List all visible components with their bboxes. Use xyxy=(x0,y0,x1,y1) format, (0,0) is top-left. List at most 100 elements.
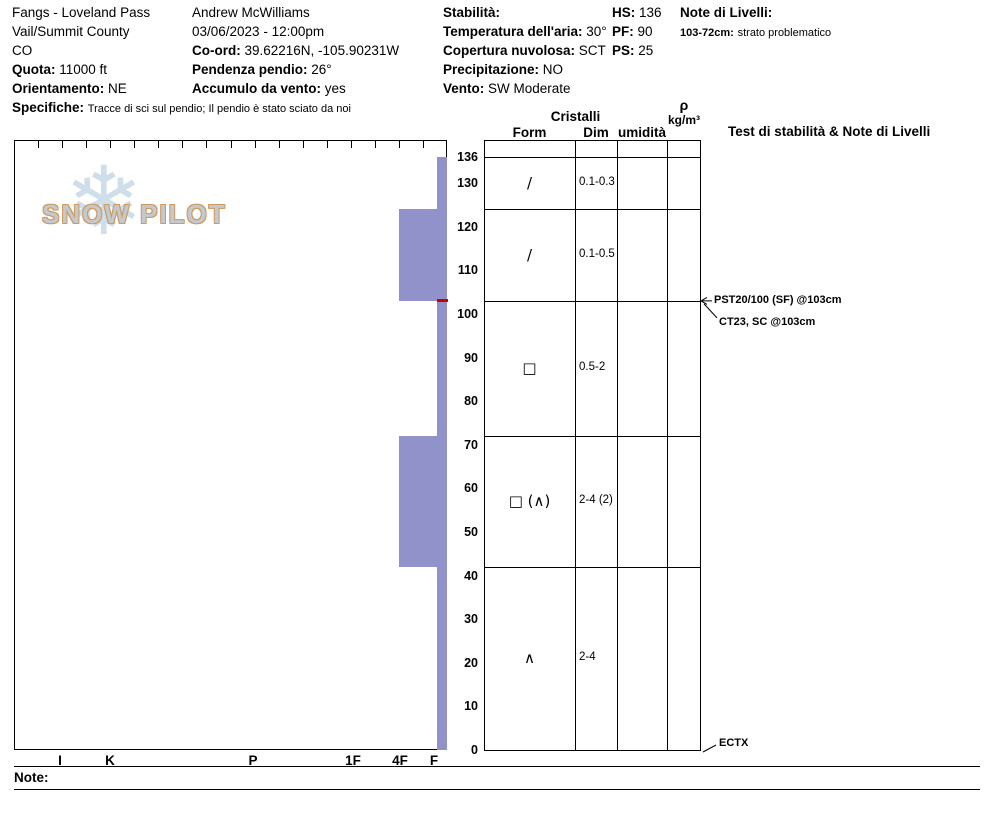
observation-datetime: 03/06/2023 - 12:00pm xyxy=(192,24,325,39)
cloud-cover-value: SCT xyxy=(578,43,606,58)
hardness-tick xyxy=(326,141,328,148)
hardness-tick xyxy=(182,141,184,148)
crystal-dim-value: 2-4 xyxy=(579,651,596,664)
slope-angle-value: 26° xyxy=(311,62,332,77)
snowflake-icon: ❄ xyxy=(64,147,144,257)
crystal-form-symbol: / xyxy=(526,174,533,193)
depth-label: 40 xyxy=(464,568,478,583)
state: CO xyxy=(12,43,33,58)
aspect-value: NE xyxy=(108,81,127,96)
depth-label: 90 xyxy=(464,350,478,365)
coordinates-label: Co-ord: xyxy=(192,43,241,58)
depth-label: 136 xyxy=(457,150,478,164)
table-hline xyxy=(484,209,701,211)
stability-tests-header: Test di stabilità & Note di Livelli xyxy=(728,124,931,139)
ps-value: 25 xyxy=(638,43,654,58)
depth-label: 30 xyxy=(464,612,478,627)
crystal-form-symbol: □ xyxy=(522,359,537,378)
table-vline xyxy=(575,140,576,750)
crystal-form-symbol: ∧ xyxy=(524,649,535,668)
ps-label: PS: xyxy=(612,43,635,58)
profile-plot-frame xyxy=(14,140,447,750)
hs-label: HS: xyxy=(612,5,636,20)
hardness-axis-label: 4F xyxy=(392,753,408,768)
crystal-dim-value: 0.5-2 xyxy=(579,361,606,374)
specifics-row: Specifiche: Tracce di sci sul pendio; Il… xyxy=(12,100,351,119)
table-hline xyxy=(484,300,701,302)
hardness-tick xyxy=(422,141,424,148)
stability-test-note: PST20/100 (SF) @103cm xyxy=(714,293,842,306)
elevation-value: 11000 ft xyxy=(59,62,108,77)
observer-name: Andrew McWilliams xyxy=(192,5,310,20)
hardness-tick xyxy=(254,141,256,148)
snowpilot-logo: ❄ SNOW PILOT xyxy=(40,155,250,270)
layer-note-label: 103-72cm: xyxy=(680,27,734,39)
problem-layer-line xyxy=(437,299,448,303)
stability-label: Stabilità: xyxy=(443,5,501,20)
crystals-header: Cristalli xyxy=(550,109,601,124)
wetness-column-header: umidità xyxy=(617,125,666,140)
layer-notes-title: Note di Livelli: xyxy=(680,5,773,20)
hs-value: 136 xyxy=(639,5,662,20)
table-hline xyxy=(484,566,701,568)
hardness-tick xyxy=(38,141,40,148)
layer-note-value: strato problematico xyxy=(737,27,832,39)
hardness-axis-label: P xyxy=(248,753,258,768)
table-vline xyxy=(667,140,668,750)
snow-layer-bar xyxy=(399,209,447,301)
depth-label: 80 xyxy=(464,394,478,409)
hardness-tick xyxy=(134,141,136,148)
note-label: Note: xyxy=(14,770,49,785)
hardness-tick xyxy=(398,141,400,148)
precipitation-row: Precipitazione: NO xyxy=(443,62,607,81)
crystal-dim-value: 0.1-0.5 xyxy=(579,248,615,261)
crystal-dim-value: 0.1-0.3 xyxy=(579,176,615,189)
snow-layer-bar xyxy=(399,436,447,567)
pf-value: 90 xyxy=(637,24,653,39)
layer-note-row: 103-72cm: strato problematico xyxy=(680,24,831,43)
depth-label: 100 xyxy=(457,306,478,321)
hardness-tick xyxy=(230,141,232,148)
depth-label: 120 xyxy=(457,219,478,234)
depth-label: 0 xyxy=(471,743,478,757)
header-conditions-block: Stabilità: Temperatura dell'aria: 30° Co… xyxy=(443,5,607,100)
table-hline xyxy=(484,140,701,141)
wind-value: SW Moderate xyxy=(488,81,571,96)
crystal-dim-value: 2-4 (2) xyxy=(579,494,613,507)
aspect-label: Orientamento: xyxy=(12,81,105,96)
header-observer-block: Andrew McWilliams 03/06/2023 - 12:00pm C… xyxy=(192,5,399,100)
hardness-axis-label: F xyxy=(429,753,439,768)
stability-test-note: ECTX xyxy=(719,737,749,749)
table-hline xyxy=(484,436,701,438)
snow-layer-bar xyxy=(437,566,447,750)
header-layer-notes-block: Note di Livelli: 103-72cm: strato proble… xyxy=(680,5,831,43)
hardness-tick xyxy=(86,141,88,148)
specifics-label: Specifiche: xyxy=(12,100,85,115)
hardness-tick xyxy=(62,141,64,148)
ps-row: PS: 25 xyxy=(612,43,662,62)
density-units-label: kg/m³ xyxy=(667,113,700,127)
depth-label: 130 xyxy=(457,176,478,191)
table-hline xyxy=(484,750,701,751)
aspect-row: Orientamento: NE xyxy=(12,81,351,100)
header-location-block: Fangs - Loveland Pass Vail/Summit County… xyxy=(12,5,351,119)
slope-angle-label: Pendenza pendio: xyxy=(192,62,308,77)
footer-divider-top xyxy=(14,766,980,767)
footer-divider-bottom xyxy=(14,789,980,790)
wind-row: Vento: SW Moderate xyxy=(443,81,607,100)
header-hs-block: HS: 136 PF: 90 PS: 25 xyxy=(612,5,662,62)
logo-wordmark: SNOW PILOT xyxy=(42,199,227,229)
specifics-value: Tracce di sci sul pendio; Il pendio è st… xyxy=(87,103,351,115)
hardness-tick xyxy=(110,141,112,148)
form-column-header: Form xyxy=(512,125,547,140)
pit-name: Fangs - Loveland Pass xyxy=(12,5,151,20)
hardness-axis-label: I xyxy=(58,753,62,768)
snow-layer-bar xyxy=(437,300,447,437)
table-hline xyxy=(484,157,701,158)
air-temp-label: Temperatura dell'aria: xyxy=(443,24,583,39)
depth-label: 10 xyxy=(464,699,478,714)
hardness-tick xyxy=(374,141,376,148)
wind-loading-row: Accumulo da vento: yes xyxy=(192,81,399,100)
hs-row: HS: 136 xyxy=(612,5,662,24)
